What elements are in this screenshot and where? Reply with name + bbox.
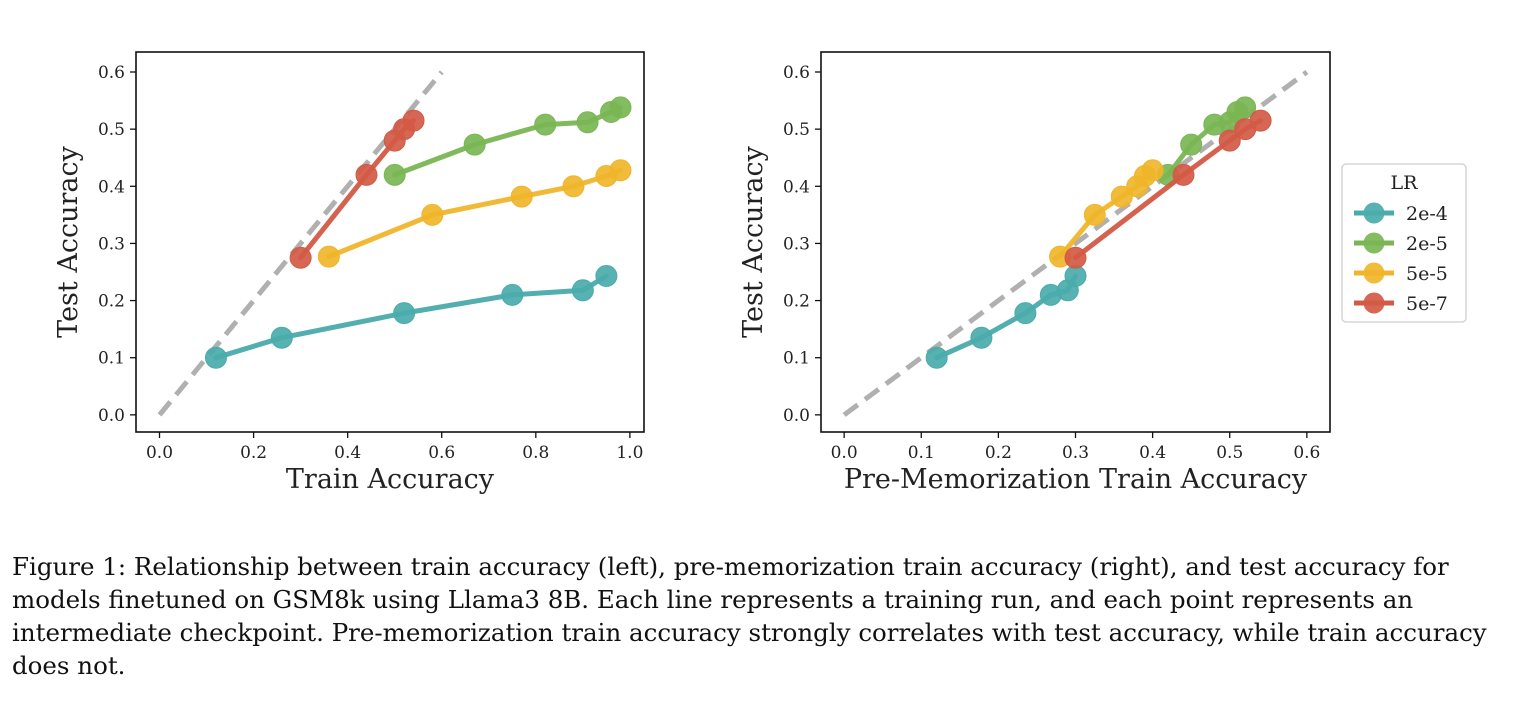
data-point [609,96,632,119]
data-point [1249,109,1272,132]
data-point [421,203,444,226]
series-5e-7 [289,109,425,269]
data-point [270,326,293,349]
x-tick-label: 0.0 [146,443,173,463]
x-tick-label: 0.8 [522,443,549,463]
legend-swatch-marker [1363,202,1385,224]
x-tick-label: 0.4 [334,443,361,463]
data-point [204,346,227,369]
series-2e-5 [1157,96,1257,186]
legend-swatch-marker [1363,292,1385,314]
legend-entry: 2e-4 [1354,202,1448,225]
x-tick-label: 0.2 [985,443,1012,463]
y-tick-label: 0.1 [98,349,125,369]
y-tick-label: 0.5 [98,120,125,140]
data-point [383,163,406,186]
series-5e-5 [317,159,632,268]
x-axis-title: Train Accuracy [286,464,495,495]
x-tick-label: 0.2 [240,443,267,463]
y-axis-title: Test Accuracy [53,145,84,337]
data-point [393,302,416,325]
legend-entry: 2e-5 [1354,232,1448,255]
y-tick-label: 0.6 [783,63,810,83]
data-point [925,346,948,369]
y-tick-label: 0.3 [98,234,125,254]
data-point [289,246,312,269]
left-chart: 0.0 0.2 0.4 0.6 0.8 1.00.00.10.20.30.40.50.6T… [53,51,645,495]
y-tick-label: 0.0 [98,406,125,426]
x-tick-label: 0.6 [1293,443,1320,463]
data-point [1083,203,1106,226]
x-tick-label: 0.0 [831,443,858,463]
legend-swatch-marker [1363,262,1385,284]
data-point [1110,185,1133,208]
data-point [355,163,378,186]
y-tick-label: 0.6 [98,63,125,83]
data-point [571,279,594,302]
data-point [534,113,557,136]
x-tick-label: 1.0 [616,443,643,463]
series-2e-5 [383,96,632,186]
right-chart: 0.0 0.1 0.2 0.3 0.4 0.5 0.6 0.0 0.1 0.2 0.3 0.4 0.5 0… [738,51,1331,495]
y-tick-label: 0.2 [783,292,810,312]
series-2e-4 [925,265,1087,369]
figure-caption: Figure 1: Relationship between train acc… [12,552,1487,680]
legend: LR 2e-4 2e-5 5e-5 5e-7 [1341,163,1467,323]
data-point [576,111,599,134]
legend-label: 5e-7 [1406,293,1448,315]
data-point [1218,129,1241,152]
legend-label: 2e-4 [1406,203,1448,225]
data-point [562,175,585,198]
y-tick-label: 0.4 [783,177,810,197]
series-2e-4 [204,265,618,369]
x-tick-label: 0.3 [1062,443,1089,463]
x-tick-label: 0.6 [428,443,455,463]
data-point [1180,133,1203,156]
data-point [317,245,340,268]
data-point [1064,246,1087,269]
y-tick-label: 0.1 [783,349,810,369]
data-point [1014,302,1037,325]
y-tick-label: 0.2 [98,292,125,312]
data-point [1141,159,1164,182]
data-point [970,326,993,349]
legend-title: LR [1391,172,1419,194]
plot-frame [135,51,645,433]
y-tick-label: 0.5 [783,120,810,140]
legend-entry: 5e-7 [1354,292,1448,315]
series-5e-7 [1064,109,1272,269]
y-tick-label: 0.3 [783,234,810,254]
x-axis-title: Pre-Memorization Train Accuracy [844,464,1308,495]
legend-entry: 5e-5 [1354,262,1448,285]
data-point [609,159,632,182]
x-tick-label: 0.5 [1216,443,1243,463]
y-axis-title: Test Accuracy [738,145,769,337]
data-point [595,265,618,287]
legend-label: 2e-5 [1406,233,1448,255]
data-point [463,133,486,156]
legend-swatch-marker [1363,232,1385,254]
x-tick-label: 0.4 [1139,443,1166,463]
data-point [501,283,524,306]
x-tick-label: 0.1 [908,443,935,463]
y-tick-label: 0.0 [783,406,810,426]
data-point [510,185,533,208]
y-tick-label: 0.4 [98,177,125,197]
legend-label: 5e-5 [1406,263,1448,285]
data-point [402,109,425,132]
series-5e-5 [1049,159,1164,268]
data-point [1172,163,1195,186]
data-point [1234,96,1257,119]
